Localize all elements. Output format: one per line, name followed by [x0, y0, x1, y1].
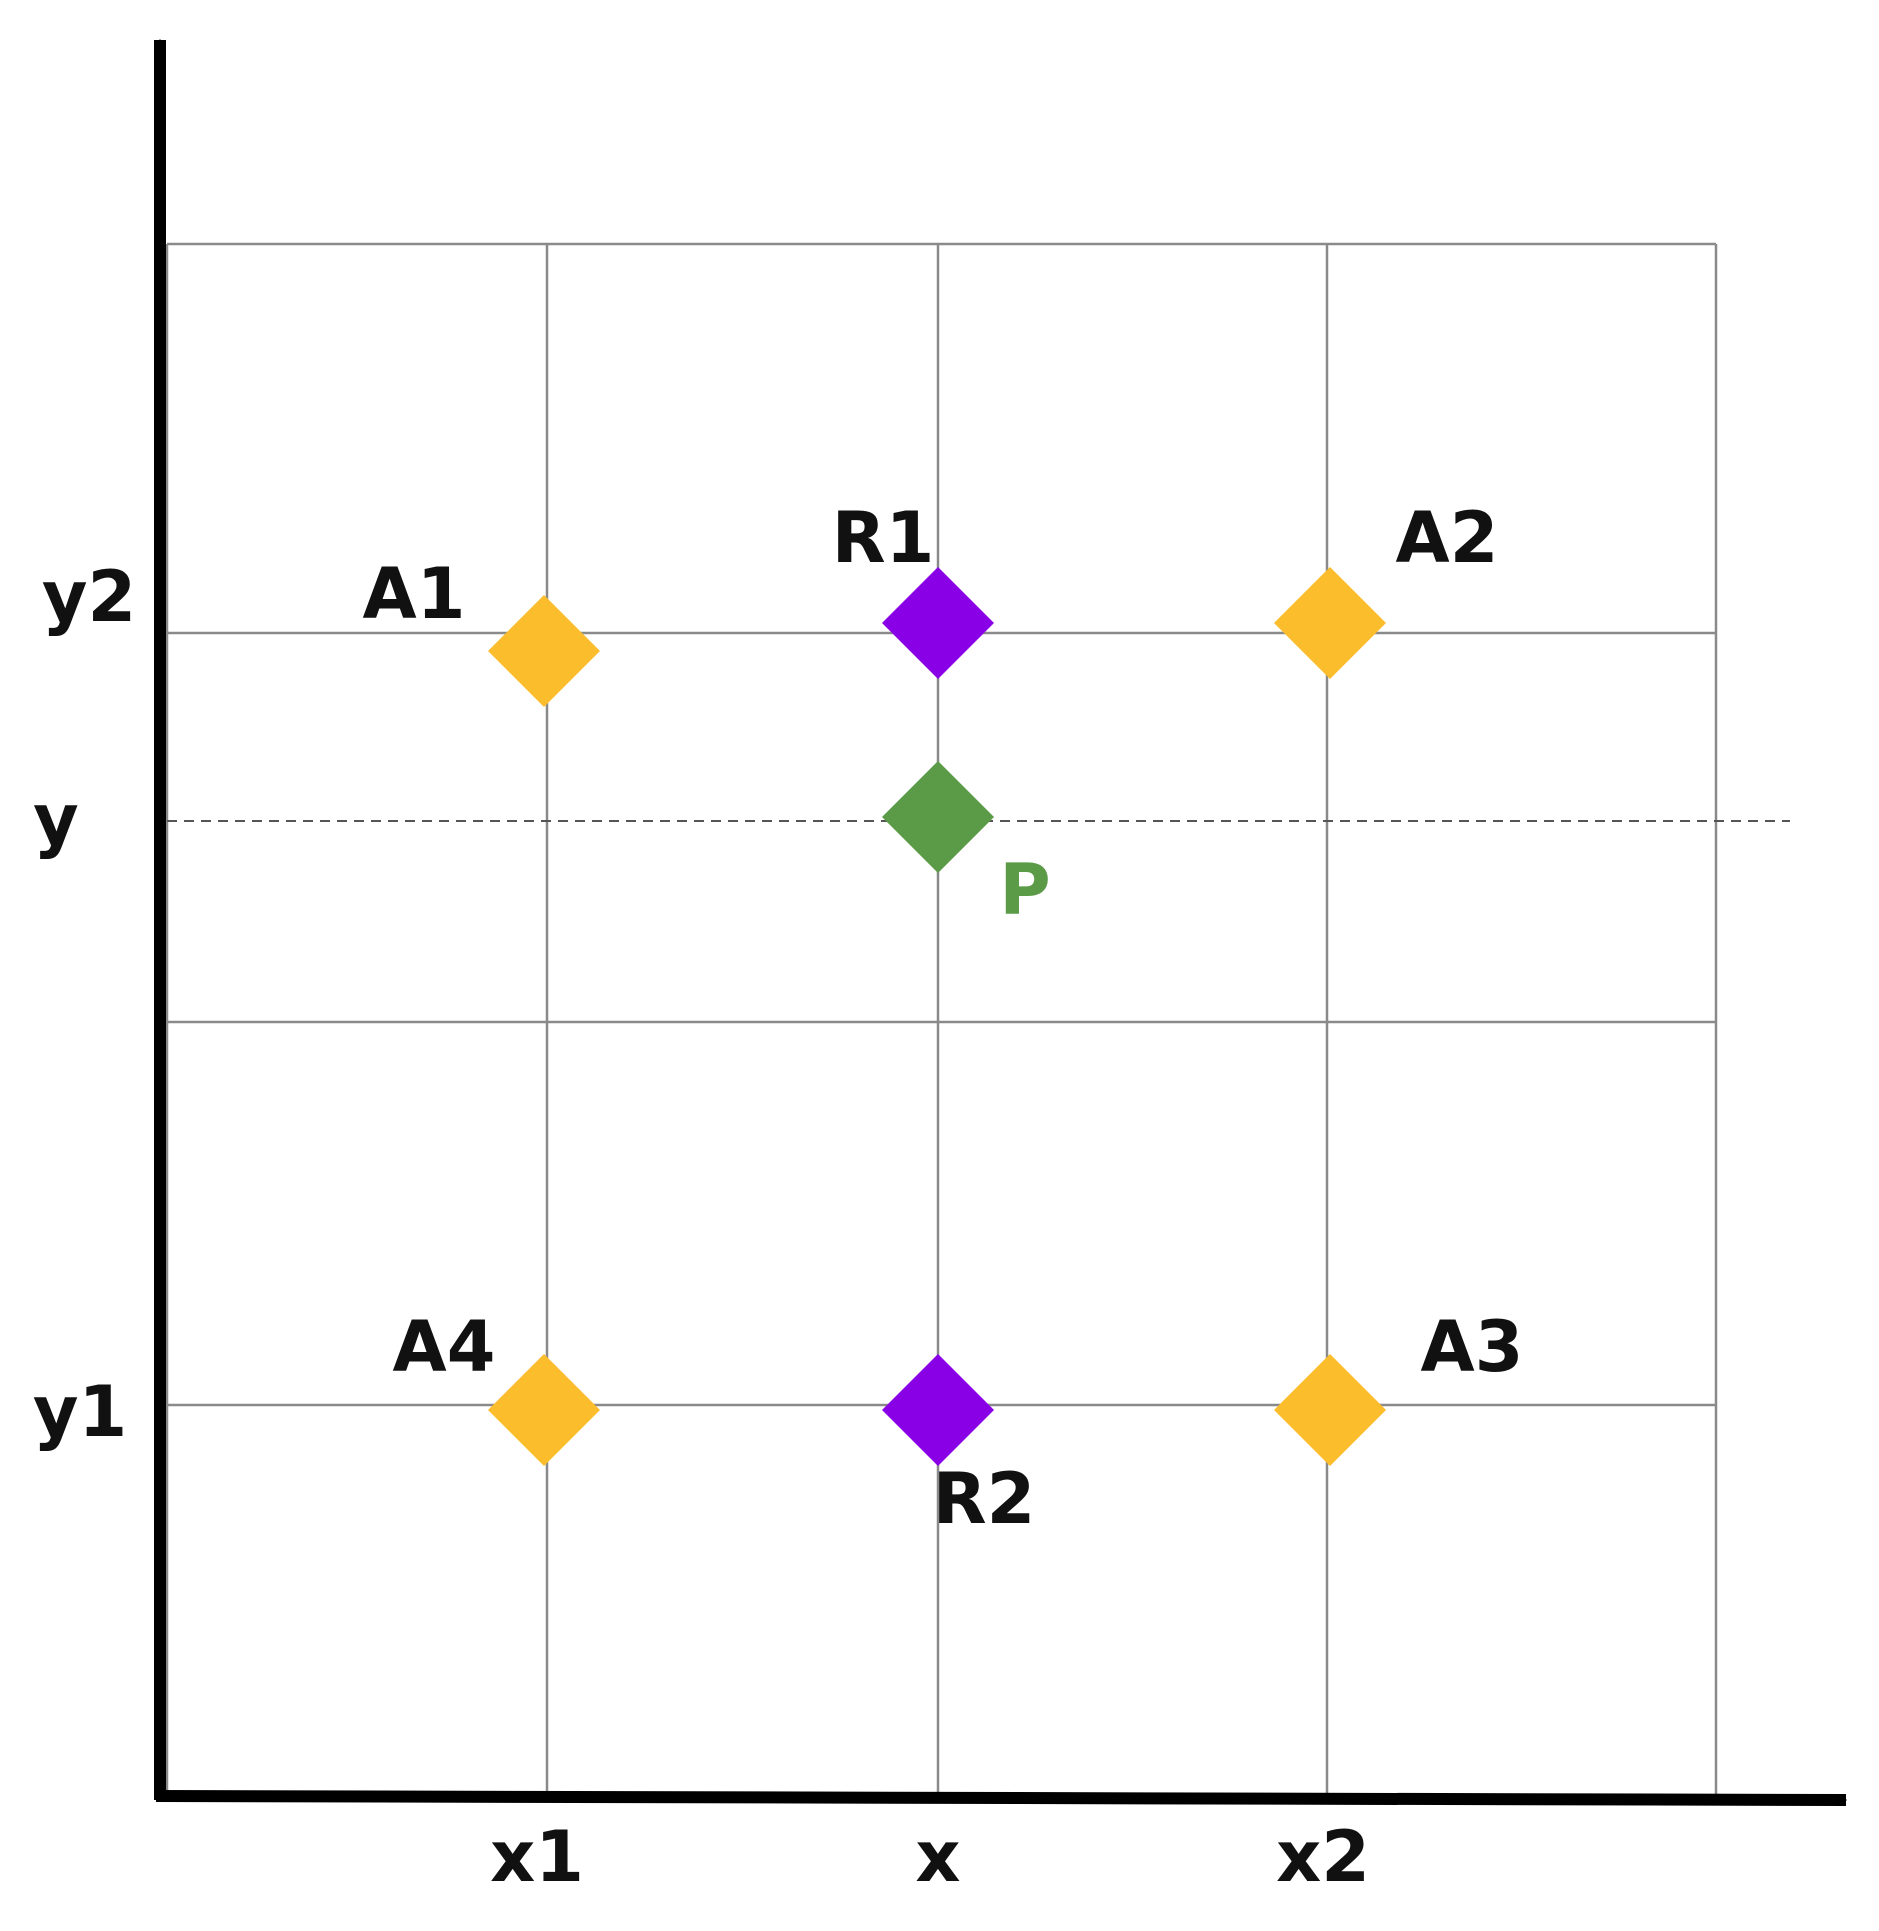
point-label: A4 — [393, 1306, 496, 1388]
point-label: P — [999, 849, 1050, 931]
x-label: x2 — [1276, 1816, 1370, 1898]
point-label: A2 — [1396, 497, 1499, 579]
point-a1 — [488, 595, 600, 707]
x-label: x1 — [490, 1816, 584, 1898]
point-r2 — [882, 1354, 994, 1466]
points — [488, 567, 1386, 1466]
point-label: R1 — [832, 497, 935, 579]
x-axis — [155, 1790, 1848, 1806]
point-a2 — [1274, 567, 1386, 679]
y-label: y — [33, 779, 79, 861]
y-label: y2 — [42, 556, 136, 638]
point-label: A1 — [363, 553, 466, 635]
point-label: A3 — [1421, 1306, 1524, 1388]
point-a4 — [488, 1354, 600, 1466]
point-r1 — [882, 567, 994, 679]
point-p — [882, 761, 994, 873]
point-label: R2 — [933, 1458, 1036, 1540]
grid — [165, 242, 1718, 1796]
point-a3 — [1274, 1354, 1386, 1466]
y-label: y1 — [33, 1371, 127, 1453]
x-label: x — [915, 1816, 960, 1898]
